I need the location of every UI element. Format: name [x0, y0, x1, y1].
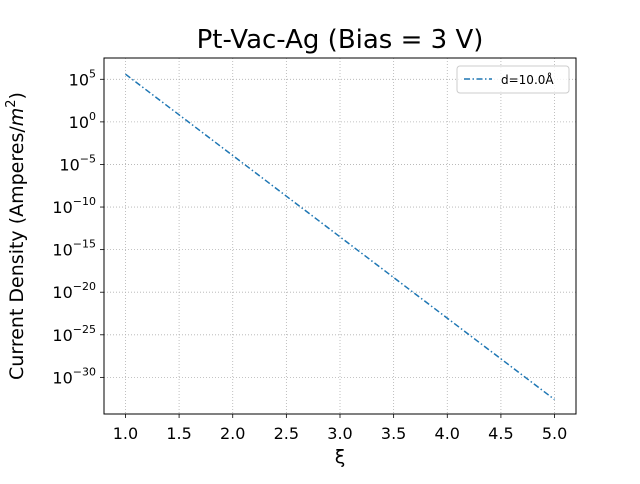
y-axis-label-prefix: Current Density (Amperes/ — [6, 126, 28, 380]
x-tick-label: 4.5 — [488, 424, 513, 443]
grid — [104, 58, 576, 414]
x-tick-label: 2.5 — [274, 424, 299, 443]
y-tick-label: 10−15 — [52, 238, 96, 260]
y-axis-label: Current Density (Amperes/m2) — [4, 92, 28, 380]
x-axis-label: ξ — [335, 446, 346, 468]
y-tick-label: 10−5 — [59, 152, 96, 174]
x-tick-label: 2.0 — [220, 424, 245, 443]
y-tick-label: 10−25 — [52, 323, 96, 345]
y-axis-ticks: 105 100 10−5 10−10 10−15 10−20 10−25 10−30 — [52, 67, 104, 387]
y-axis-label-base: m — [6, 108, 28, 127]
legend: d=10.0Å — [456, 65, 570, 94]
series-layer — [125, 73, 555, 401]
x-tick-label: 1.5 — [166, 424, 191, 443]
y-axis-label-exponent: 2 — [4, 99, 19, 107]
y-tick-label: 100 — [69, 110, 96, 132]
legend-label: d=10.0Å — [501, 72, 554, 87]
y-tick-label: 10−10 — [52, 195, 96, 217]
x-tick-label: 3.5 — [381, 424, 406, 443]
series-line — [125, 73, 555, 401]
y-axis-label-suffix: ) — [6, 92, 28, 99]
y-tick-label: 10−30 — [52, 365, 96, 387]
x-tick-label: 5.0 — [542, 424, 567, 443]
y-tick-label: 10−20 — [52, 280, 96, 302]
x-tick-label: 1.0 — [113, 424, 138, 443]
x-tick-label: 4.0 — [435, 424, 460, 443]
y-tick-label: 105 — [69, 67, 96, 89]
legend-box — [456, 65, 570, 94]
x-axis-ticks: 1.0 1.5 2.0 2.5 3.0 3.5 4.0 4.5 5.0 — [113, 414, 567, 443]
x-tick-label: 3.0 — [327, 424, 352, 443]
chart-title: Pt-Vac-Ag (Bias = 3 V) — [197, 25, 484, 55]
